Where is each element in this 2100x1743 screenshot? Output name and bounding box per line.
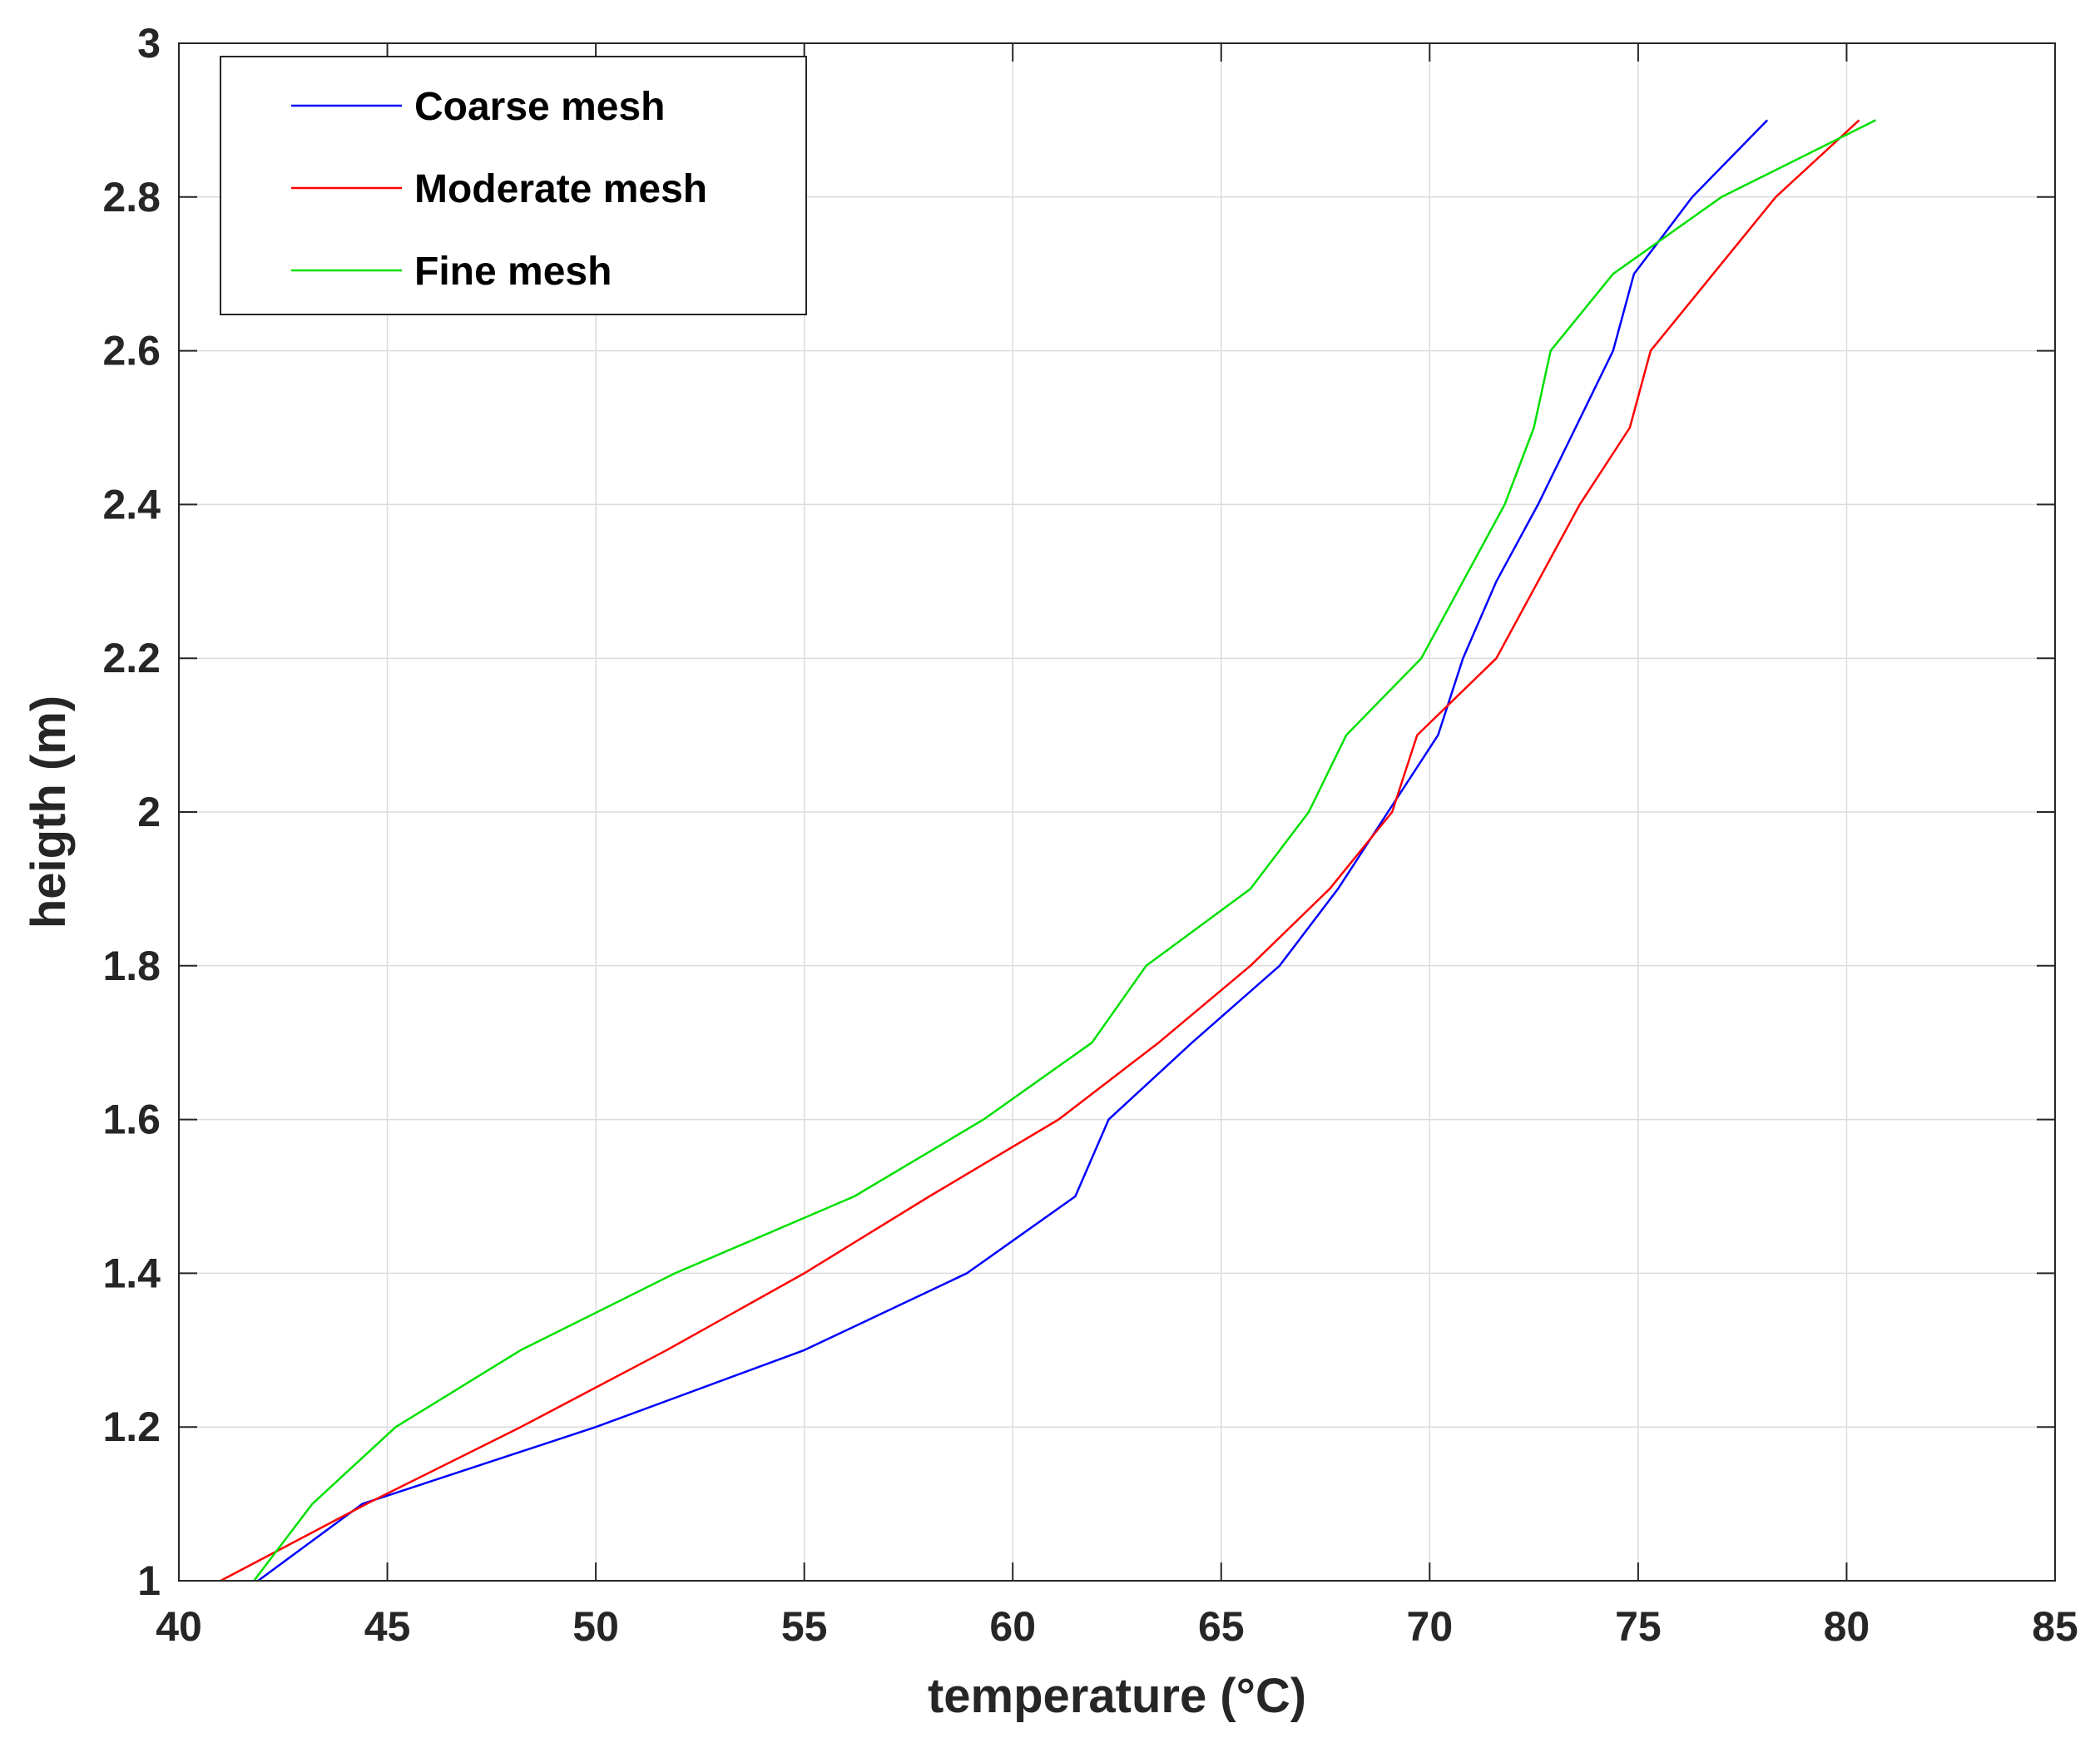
y-tick-label: 1.6: [102, 1097, 161, 1143]
x-tick-label: 40: [156, 1603, 202, 1650]
x-tick-label: 70: [1407, 1603, 1454, 1650]
legend: Coarse mesh Moderate mesh Fine mesh: [220, 56, 807, 315]
x-tick-label: 80: [1824, 1603, 1870, 1650]
axis-ticks: [178, 42, 2056, 1582]
x-tick-label: 60: [989, 1603, 1036, 1650]
series-line-0: [257, 119, 1769, 1582]
x-tick-labels: 40 45 50 55 60 65 70 75 80 85: [156, 1603, 2078, 1650]
series-line-1: [220, 119, 1860, 1582]
legend-items: Coarse mesh Moderate mesh Fine mesh: [291, 85, 707, 294]
x-tick-label: 45: [364, 1603, 411, 1650]
y-tick-label: 1.2: [102, 1404, 161, 1450]
y-tick-label: 2.4: [102, 481, 161, 527]
y-tick-label: 1.8: [102, 943, 161, 989]
y-tick-label: 2.2: [102, 635, 161, 681]
series-line-2: [253, 119, 1877, 1582]
x-tick-label: 55: [781, 1603, 828, 1650]
x-axis-title: temperature (°C): [928, 1669, 1306, 1723]
y-tick-label: 2.6: [102, 328, 161, 374]
y-tick-label: 2: [137, 789, 161, 835]
legend-label-1: Moderate mesh: [414, 167, 707, 211]
y-tick-label: 1.4: [102, 1250, 161, 1296]
legend-box: [220, 56, 807, 315]
x-tick-label: 85: [2032, 1603, 2078, 1650]
series-lines: [220, 119, 1877, 1582]
y-tick-label: 2.8: [102, 174, 161, 220]
y-axis-title: heigth (m): [22, 696, 76, 928]
y-tick-label: 3: [137, 20, 161, 67]
legend-label-0: Coarse mesh: [414, 85, 665, 129]
y-tick-labels: 1 1.2 1.4 1.6 1.8 2 2.2 2.4 2.6 2.8 3: [102, 20, 161, 1604]
x-tick-label: 75: [1615, 1603, 1662, 1650]
x-tick-label: 65: [1198, 1603, 1245, 1650]
y-tick-label: 1: [137, 1557, 161, 1604]
grid-lines: [178, 42, 2056, 1582]
x-tick-label: 50: [572, 1603, 619, 1650]
legend-label-2: Fine mesh: [414, 250, 612, 294]
